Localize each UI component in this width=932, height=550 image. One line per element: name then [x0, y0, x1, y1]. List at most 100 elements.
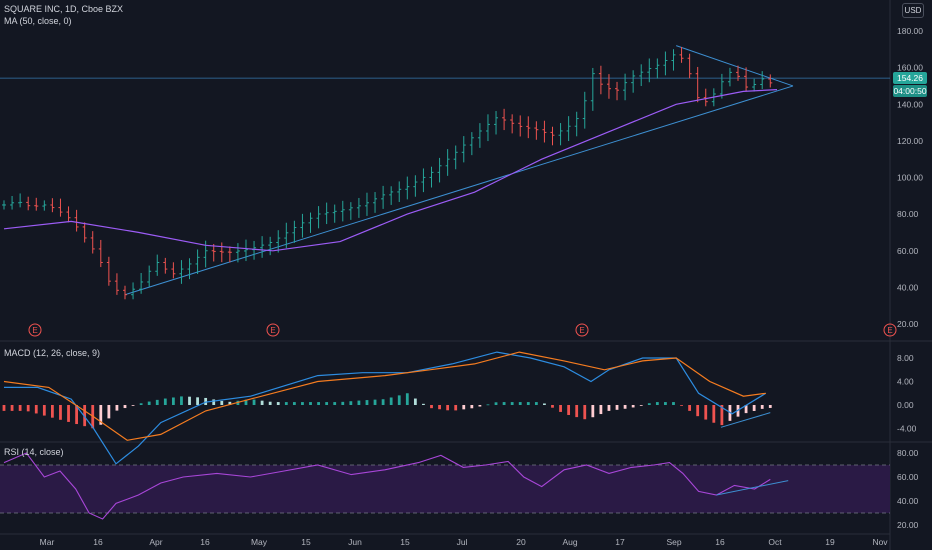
macd-histogram-bar: [623, 405, 627, 409]
macd-histogram-bar: [413, 398, 417, 405]
macd-histogram-bar: [543, 403, 546, 405]
macd-tick-label: -4.00: [897, 424, 917, 434]
countdown-tag: 04:00:50: [893, 85, 927, 97]
macd-histogram-bar: [341, 401, 345, 405]
time-tick-label: 17: [615, 537, 625, 547]
macd-histogram-bar: [720, 405, 724, 426]
macd-histogram-bar: [59, 405, 62, 420]
macd-histogram-bar: [34, 405, 38, 414]
candle: [542, 120, 547, 143]
candle: [114, 273, 119, 295]
macd-histogram-bar: [615, 405, 619, 410]
candle: [179, 260, 184, 284]
time-tick-label: Apr: [149, 537, 162, 547]
candle: [518, 115, 523, 137]
earnings-marker-label: E: [887, 326, 892, 335]
candle: [727, 67, 732, 87]
candle: [397, 181, 402, 203]
candle: [348, 202, 353, 220]
candle: [413, 175, 418, 197]
rsi-divergence-line: [716, 480, 789, 496]
macd-histogram-bar: [696, 405, 700, 417]
macd-histogram-bar: [526, 402, 530, 405]
candle: [752, 78, 757, 92]
macd-histogram-bar: [212, 399, 216, 405]
macd-histogram-bar: [131, 405, 135, 406]
candle: [2, 200, 6, 210]
candle: [300, 213, 305, 238]
symbol-legend: SQUARE INC, 1D, Cboe BZX: [4, 4, 124, 14]
macd-histogram-bar: [309, 402, 312, 405]
earnings-marker-label: E: [579, 326, 584, 335]
macd-histogram-bar: [397, 395, 401, 405]
price-tick-label: 100.00: [897, 173, 923, 183]
candle: [606, 74, 611, 99]
macd-histogram-bar: [454, 405, 458, 411]
macd-histogram-bar: [575, 405, 579, 418]
rsi-legend: RSI (14, close): [4, 447, 64, 457]
candle: [155, 254, 160, 276]
macd-histogram-bar: [655, 402, 659, 405]
macd-histogram-bar: [75, 405, 78, 425]
macd-histogram-bar: [123, 405, 127, 409]
rsi-line: [3, 452, 771, 520]
macd-histogram-bar: [712, 405, 716, 423]
macd-histogram-bar: [486, 404, 490, 406]
price-tick-label: 180.00: [897, 26, 923, 36]
time-tick-label: 15: [301, 537, 311, 547]
candle: [74, 209, 79, 232]
candle: [655, 58, 660, 79]
candle: [534, 121, 539, 140]
price-tick-label: 120.00: [897, 136, 923, 146]
candle: [510, 114, 515, 134]
macd-legend: MACD (12, 26, close, 9): [4, 348, 101, 358]
candle: [695, 66, 700, 103]
candle: [494, 111, 499, 135]
candle: [195, 249, 200, 275]
macd-tick-label: 0.00: [897, 400, 914, 410]
macd-histogram-bar: [438, 405, 441, 410]
candle: [276, 230, 281, 253]
macd-histogram-bar: [373, 399, 377, 405]
rsi-tick-label: 20.00: [897, 520, 919, 530]
earnings-marker-label: E: [270, 326, 275, 335]
candle: [437, 157, 442, 183]
time-tick-label: 20: [516, 537, 526, 547]
trendline-lower: [124, 85, 794, 296]
macd-histogram-bar: [220, 400, 224, 405]
candle: [50, 198, 55, 213]
candle: [461, 136, 466, 163]
macd-histogram-bar: [268, 401, 272, 405]
time-tick-label: 15: [400, 537, 410, 547]
macd-histogram-bar: [50, 405, 54, 418]
candle: [219, 242, 224, 263]
currency-button[interactable]: USD: [902, 3, 924, 18]
candle: [227, 246, 232, 263]
candle: [550, 126, 555, 146]
price-tick-label: 160.00: [897, 63, 923, 73]
candle: [405, 176, 410, 200]
candle: [590, 67, 595, 111]
macd-histogram-bar: [99, 405, 103, 425]
macd-histogram-bar: [180, 396, 183, 405]
candle: [647, 58, 652, 83]
macd-histogram-bar: [155, 399, 159, 405]
macd-histogram-bar: [446, 405, 450, 411]
macd-histogram-bar: [163, 398, 167, 405]
macd-histogram-bar: [301, 402, 304, 405]
earnings-marker: [883, 323, 897, 337]
candle: [429, 166, 434, 188]
macd-histogram-bar: [583, 405, 587, 420]
macd-histogram-bar: [244, 399, 248, 405]
time-tick-label: Sep: [666, 537, 681, 547]
macd-histogram-bar: [147, 401, 151, 405]
macd-histogram-bar: [115, 405, 119, 411]
candle: [453, 145, 458, 170]
macd-histogram-bar: [478, 405, 482, 407]
time-tick-label: May: [251, 537, 268, 547]
time-tick-label: Nov: [872, 537, 888, 547]
macd-histogram-bar: [551, 405, 554, 408]
macd-histogram-bar: [83, 405, 87, 427]
